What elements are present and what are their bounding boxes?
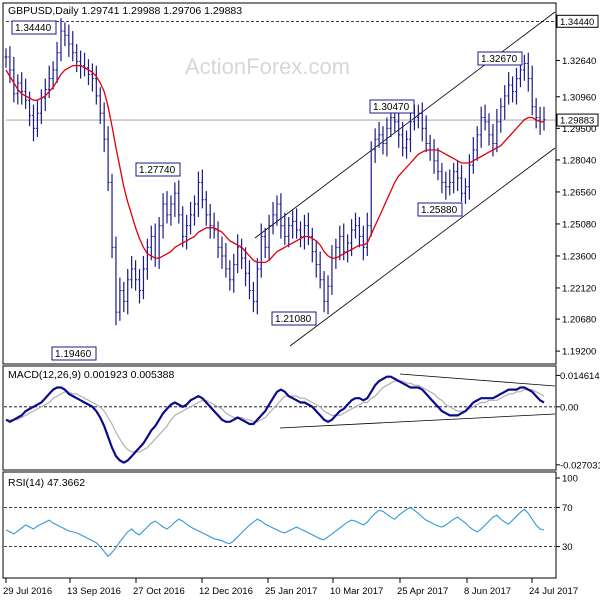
price-axis-label: 1.22120 (562, 283, 596, 294)
rsi-axis-label: 70 (562, 503, 573, 514)
rsi-header: RSI(14) 47.3662 (8, 477, 85, 489)
current-price-tag: 1.29883 (556, 113, 599, 127)
price-annotation-text: 1.27740 (139, 165, 176, 176)
price-annotation-box (477, 51, 523, 66)
macd-signal-line (6, 380, 545, 453)
resistance-tag-text: 1.34440 (560, 17, 594, 28)
rsi-axis-label: 30 (562, 542, 573, 553)
watermark: ActionForex.com (185, 54, 350, 79)
label-layer: 1.34440 1.19460 1.27740 1.21080 1.30470 1.258… (11, 20, 523, 361)
macd-layer (4, 373, 556, 464)
price-annotation: 1.32670 (477, 51, 523, 66)
macd-axis-label: 0.014614 (560, 371, 600, 382)
axis-layer: 1.34440 1.32640 1.30960 1.29500 1.28040 1.265… (3, 14, 600, 597)
current-price-tag-text: 1.29883 (560, 116, 594, 127)
rsi-panel-frame (2, 471, 557, 579)
x-axis-label: 13 Sep 2016 (67, 586, 121, 597)
price-annotation-text: 1.19460 (55, 349, 92, 360)
macd-panel-frame (2, 365, 557, 471)
price-axis-label: 1.20680 (562, 315, 596, 326)
macd-axis-label: 0.00 (560, 402, 579, 413)
price-annotation: 1.19460 (51, 346, 97, 361)
x-axis-label: 8 Jun 2017 (464, 586, 511, 597)
macd-line (5, 375, 545, 464)
x-axis-label: 29 Jul 2016 (3, 586, 52, 597)
price-annotation-box (51, 346, 97, 361)
price-axis-label: 1.23600 (562, 251, 596, 262)
price-annotation: 1.27740 (135, 162, 181, 177)
x-axis-label: 27 Oct 2016 (133, 586, 185, 597)
price-layer (4, 11, 556, 347)
current-price-tag-box (556, 113, 599, 127)
price-annotation: 1.30470 (369, 99, 415, 114)
price-annotation-box (417, 202, 463, 217)
price-axis-label: 1.26560 (562, 187, 596, 198)
price-annotation: 1.21080 (271, 311, 317, 326)
moving-average-line (5, 64, 544, 264)
price-annotation: 1.25880 (417, 202, 463, 217)
x-axis-label: 25 Jan 2017 (265, 586, 317, 597)
price-annotation-box (135, 162, 181, 177)
price-annotation: 1.34440 (11, 20, 57, 35)
price-axis-label: 1.30960 (562, 92, 596, 103)
price-annotation-text: 1.21080 (275, 314, 312, 325)
price-axis-label: 1.29500 (562, 124, 596, 135)
channel-lower-line (289, 147, 556, 347)
macd-trendline-upper (399, 373, 556, 387)
x-axis-label: 24 Jul 2017 (529, 586, 578, 597)
channel-upper-line (254, 11, 556, 239)
price-annotation-text: 1.30470 (373, 102, 410, 113)
price-axis-label: 1.28040 (562, 155, 596, 166)
resistance-tag: 1.34440 (556, 14, 599, 28)
x-axis-label: 12 Dec 2016 (199, 586, 253, 597)
price-axis-label: 1.19200 (562, 347, 596, 358)
price-annotation-text: 1.32670 (481, 54, 518, 65)
price-axis-label: 1.32640 (562, 56, 596, 67)
macd-header: MACD(12,26,9) 0.001923 0.005388 (8, 369, 175, 381)
price-annotation-text: 1.25880 (421, 205, 458, 216)
price-annotation-box (271, 311, 317, 326)
price-annotation-box (11, 20, 57, 35)
price-annotation-text: 1.34440 (15, 23, 52, 34)
rsi-line (5, 506, 545, 558)
resistance-tag-box (556, 14, 599, 28)
macd-trendline-lower (279, 413, 556, 429)
rsi-axis-label: 100 (562, 474, 578, 485)
price-header: GBPUSD,Daily 1.29741 1.29988 1.29706 1.2… (8, 5, 242, 17)
price-annotation-box (369, 99, 415, 114)
price-axis-label: 1.25080 (562, 219, 596, 230)
price-panel-frame (2, 2, 557, 365)
x-axis-label: 25 Apr 2017 (397, 586, 448, 597)
macd-axis-label: -0.027031 (560, 460, 600, 471)
x-axis-label: 10 Mar 2017 (330, 586, 383, 597)
rsi-layer (4, 506, 555, 558)
